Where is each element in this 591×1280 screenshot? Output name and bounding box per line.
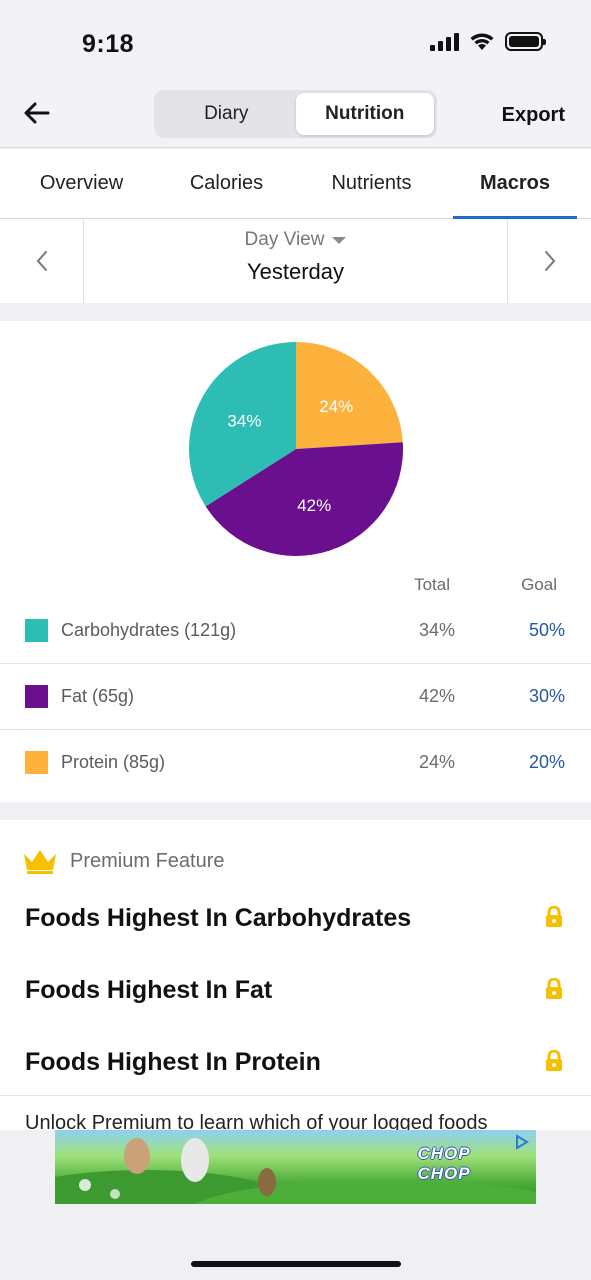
nutrition-tabs: Overview Calories Nutrients Macros bbox=[0, 149, 591, 219]
ad-title: CHOP CHOP bbox=[417, 1144, 471, 1183]
pie-slice-fat bbox=[205, 442, 403, 556]
day-selector: Day View Yesterday bbox=[84, 219, 507, 303]
macro-name: Protein (85g) bbox=[61, 752, 166, 772]
next-day-button[interactable] bbox=[507, 219, 591, 303]
unlock-premium-text: Unlock Premium to learn which of your lo… bbox=[25, 1112, 488, 1130]
status-time: 9:18 bbox=[82, 30, 135, 58]
ad-banner[interactable]: CHOP CHOP bbox=[55, 1130, 536, 1204]
fat-swatch bbox=[25, 685, 48, 708]
premium-header: Premium Feature bbox=[22, 848, 225, 874]
lock-icon bbox=[546, 1050, 562, 1071]
previous-day-button[interactable] bbox=[0, 219, 84, 303]
battery-icon bbox=[505, 32, 546, 51]
premium-item-fat[interactable]: Foods Highest In Fat bbox=[0, 952, 591, 1024]
divider bbox=[0, 1095, 591, 1096]
premium-item-title: Foods Highest In Carbohydrates bbox=[25, 904, 412, 932]
ad-logo: CHOP CHOP bbox=[400, 1144, 488, 1184]
macro-row-carbohydrates: Carbohydrates (121g) 34% 50% bbox=[0, 598, 591, 664]
crown-icon bbox=[24, 850, 56, 874]
day-view-label: Day View bbox=[244, 229, 325, 250]
home-indicator[interactable] bbox=[191, 1261, 401, 1267]
macro-name: Fat (65g) bbox=[61, 686, 135, 706]
macro-goal: 30% bbox=[528, 686, 565, 706]
chevron-right-icon bbox=[544, 251, 555, 271]
back-arrow-icon[interactable] bbox=[22, 98, 52, 128]
wifi-icon bbox=[470, 33, 494, 50]
caret-down-icon bbox=[332, 236, 347, 244]
segment-diary[interactable]: Diary bbox=[204, 103, 249, 124]
current-day-label: Yesterday bbox=[246, 259, 345, 284]
day-view-dropdown[interactable]: Day View bbox=[245, 229, 347, 251]
pie-label-fat: 42% bbox=[297, 496, 331, 515]
macro-row-protein: Protein (85g) 24% 20% bbox=[0, 730, 591, 796]
tab-macros[interactable]: Macros bbox=[453, 149, 577, 219]
lock-icon bbox=[546, 906, 562, 927]
premium-feature-label: Premium Feature bbox=[70, 849, 225, 872]
tab-calories[interactable]: Calories bbox=[189, 172, 264, 194]
pie-slice-carbohydrates bbox=[189, 342, 296, 507]
macro-total: 42% bbox=[418, 686, 455, 706]
total-column-header: Total bbox=[414, 575, 450, 594]
pie-label-carbohydrates: 34% bbox=[227, 412, 261, 431]
diary-nutrition-toggle: Diary Nutrition bbox=[154, 90, 437, 138]
premium-item-title: Foods Highest In Fat bbox=[25, 976, 273, 1004]
carbohydrates-swatch bbox=[25, 619, 48, 642]
goal-column-header: Goal bbox=[521, 575, 557, 594]
ad-area: CHOP CHOP bbox=[0, 1130, 591, 1280]
nav-bar: Diary Nutrition Export bbox=[0, 80, 591, 148]
macro-goal: 20% bbox=[528, 752, 565, 772]
status-bar: 9:18 bbox=[0, 0, 591, 80]
premium-item-protein[interactable]: Foods Highest In Protein bbox=[0, 1024, 591, 1096]
day-navigator: Day View Yesterday bbox=[0, 219, 591, 303]
tab-nutrients[interactable]: Nutrients bbox=[331, 172, 412, 194]
macro-goal: 50% bbox=[528, 620, 565, 640]
macro-total: 34% bbox=[418, 620, 455, 640]
status-icons bbox=[430, 32, 546, 51]
premium-item-title: Foods Highest In Protein bbox=[25, 1048, 321, 1076]
protein-swatch bbox=[25, 751, 48, 774]
macros-card: 24% 42% 34% Total Goal Carbohydrates (121g… bbox=[0, 321, 591, 802]
chevron-left-icon bbox=[36, 251, 47, 271]
cellular-signal-icon bbox=[430, 32, 459, 51]
macro-total: 24% bbox=[418, 752, 455, 772]
ad-choices-icon[interactable] bbox=[514, 1134, 530, 1150]
macro-row-fat: Fat (65g) 42% 30% bbox=[0, 664, 591, 730]
macros-pie-chart: 24% 42% 34% bbox=[189, 342, 403, 556]
segment-nutrition[interactable]: Nutrition bbox=[295, 93, 434, 135]
tab-overview[interactable]: Overview bbox=[39, 172, 124, 194]
pie-slice-protein bbox=[296, 342, 403, 449]
premium-card: Premium Feature Foods Highest In Carbohy… bbox=[0, 820, 591, 1130]
export-button[interactable]: Export bbox=[501, 104, 565, 126]
pie-label-protein: 24% bbox=[319, 397, 353, 416]
lock-icon bbox=[546, 978, 562, 999]
ad-scene-illustration bbox=[55, 1138, 536, 1204]
macro-name: Carbohydrates (121g) bbox=[61, 620, 237, 640]
premium-item-carbohydrates[interactable]: Foods Highest In Carbohydrates bbox=[0, 880, 591, 952]
